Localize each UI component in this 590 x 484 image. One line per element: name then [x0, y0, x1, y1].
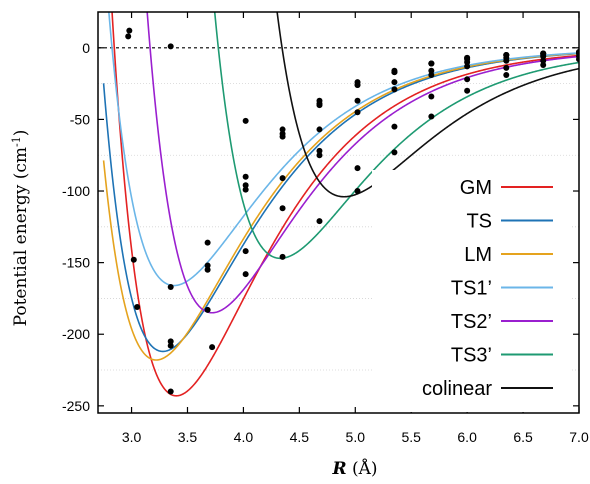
data-point-marker — [391, 86, 398, 93]
legend-label-TS: TS — [466, 211, 492, 233]
x-tick-label: 4.5 — [290, 429, 310, 445]
x-tick-label: 3.0 — [122, 429, 142, 445]
data-point-marker — [540, 61, 547, 68]
x-tick-label: 4.0 — [234, 429, 254, 445]
legend-label-colinear: colinear — [422, 378, 492, 400]
data-point-marker — [316, 218, 323, 225]
legend: GM TS LM TS1’ TS2’ TS3’ colinear — [372, 170, 572, 412]
x-tick-label: 7.0 — [569, 429, 589, 445]
plot-frame — [97, 11, 580, 414]
x-tick-label: 3.5 — [178, 429, 198, 445]
y-tick-label: -200 — [62, 326, 90, 342]
data-point-marker — [354, 97, 361, 104]
data-point-marker — [428, 93, 435, 100]
y-axis-title: Potential energy (cm-1) — [10, 130, 31, 327]
y-axis-title-main: Potential energy (cm — [11, 147, 31, 326]
data-point-marker — [209, 344, 216, 351]
legend-label-TS2’: TS2’ — [451, 311, 492, 333]
data-point-marker — [503, 57, 510, 64]
data-point-marker — [316, 126, 323, 133]
data-point-marker — [204, 239, 211, 246]
curve-colinear — [276, 12, 579, 198]
y-tick-label: -100 — [62, 183, 90, 199]
data-point-marker — [464, 87, 471, 94]
legend-label-GM: GM — [460, 177, 492, 199]
y-axis-title-end: ) — [11, 130, 31, 137]
data-point-marker — [167, 283, 174, 290]
data-point-marker — [464, 63, 471, 70]
x-tick-label: 6.0 — [457, 429, 477, 445]
data-point-marker — [242, 182, 249, 189]
data-point-marker — [428, 113, 435, 120]
data-point-marker — [464, 54, 471, 61]
curve-GM — [111, 12, 579, 397]
data-point-marker — [167, 338, 174, 345]
legend-box — [372, 170, 572, 412]
curve-TS1’ — [108, 12, 579, 287]
x-axis-title: R (Å) — [331, 458, 377, 479]
data-point-marker — [354, 109, 361, 116]
y-tick-label: 0 — [82, 40, 90, 56]
data-point-marker — [167, 388, 174, 395]
data-point-marker — [391, 79, 398, 86]
data-point-marker — [204, 306, 211, 313]
data-point-marker — [391, 149, 398, 156]
data-point-marker — [279, 126, 286, 133]
series-points — [125, 27, 579, 395]
data-point-marker — [503, 72, 510, 79]
data-point-marker — [391, 123, 398, 130]
data-point-marker — [428, 60, 435, 67]
data-point-marker — [134, 304, 141, 311]
data-point-marker — [354, 79, 361, 86]
data-point-marker — [242, 186, 249, 193]
data-point-marker — [204, 262, 211, 269]
data-point-marker — [167, 43, 174, 50]
data-point-marker — [279, 130, 286, 137]
data-point-marker — [428, 67, 435, 74]
legend-label-TS3’: TS3’ — [451, 345, 492, 367]
data-point-marker — [125, 33, 132, 40]
y-tick-label: -50 — [70, 111, 90, 127]
data-point-marker — [204, 266, 211, 273]
data-point-marker — [503, 64, 510, 71]
data-point-marker — [242, 248, 249, 255]
data-point-marker — [167, 342, 174, 349]
data-point-marker — [391, 67, 398, 74]
data-point-marker — [428, 72, 435, 79]
y-tick-label: -250 — [62, 398, 90, 414]
data-point-marker — [242, 271, 249, 278]
x-tick-label: 5.0 — [346, 429, 366, 445]
data-point-marker — [464, 76, 471, 83]
data-point-marker — [540, 57, 547, 64]
gridlines — [98, 83, 579, 371]
data-point-marker — [279, 205, 286, 212]
data-point-marker — [242, 173, 249, 180]
data-point-marker — [279, 253, 286, 260]
data-point-marker — [242, 117, 249, 124]
legend-label-LM: LM — [464, 244, 492, 266]
data-point-marker — [316, 147, 323, 154]
x-tick-label: 5.5 — [401, 429, 421, 445]
legend-label-TS1’: TS1’ — [451, 278, 492, 300]
x-axis-unit: (Å) — [347, 458, 378, 479]
y-axis-ticks: 0 -50 -100 -150 -200 -250 — [62, 40, 579, 414]
data-point-marker — [316, 152, 323, 159]
data-point-marker — [126, 27, 133, 34]
x-axis-symbol: R — [331, 459, 346, 479]
y-axis-title-superscript: -1 — [10, 136, 23, 147]
data-point-marker — [540, 53, 547, 60]
curve-TS3’ — [213, 12, 579, 260]
data-point-marker — [130, 256, 137, 263]
curve-LM — [102, 52, 579, 361]
data-point-marker — [354, 188, 361, 195]
data-point-marker — [503, 51, 510, 58]
data-point-marker — [279, 175, 286, 182]
x-tick-label: 6.5 — [513, 429, 533, 445]
data-point-marker — [316, 97, 323, 104]
x-axis-ticks: 3.0 3.5 4.0 4.5 5.0 5.5 6.0 6.5 7.0 — [122, 12, 589, 445]
y-tick-label: -150 — [62, 255, 90, 271]
data-point-marker — [354, 165, 361, 172]
